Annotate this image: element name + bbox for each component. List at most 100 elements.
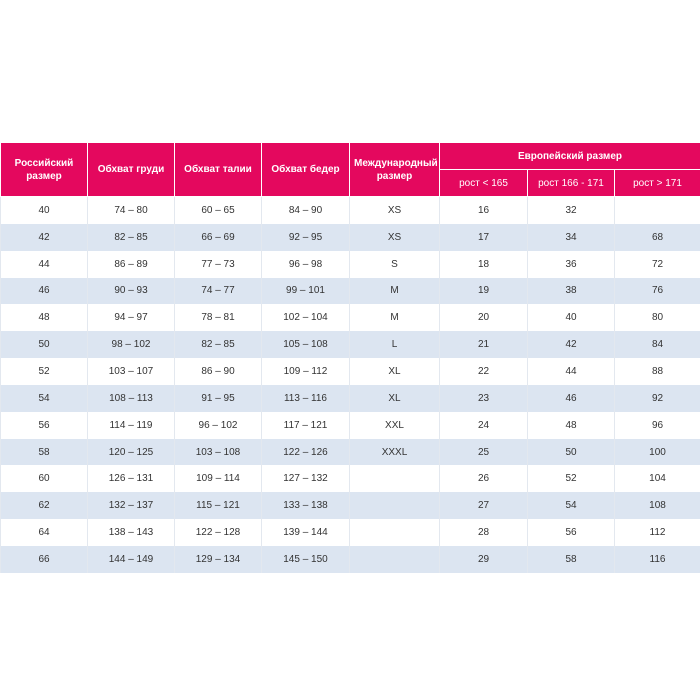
table-cell: 100 [614, 438, 700, 466]
table-cell: 66 – 69 [174, 223, 262, 251]
table-cell: 112 [614, 519, 700, 546]
table-cell: XL [349, 384, 440, 412]
table-cell [349, 465, 440, 493]
table-cell: 54 [527, 492, 615, 520]
table-cell: 42 [0, 223, 88, 251]
table-cell: 44 [0, 250, 88, 278]
table-cell: 23 [439, 384, 528, 412]
table-cell: 114 – 119 [87, 411, 175, 439]
table-cell: 122 – 128 [174, 519, 262, 546]
table-row: 40 74 – 80 60 – 65 84 – 90 XS 16 32 [0, 196, 700, 224]
table-row: 44 86 – 89 77 – 73 96 – 98 S 18 36 72 [0, 250, 700, 278]
table-cell: 28 [439, 519, 528, 546]
table-row: 52 103 – 107 86 – 90 109 – 112 XL 22 44 88 [0, 358, 700, 385]
table-cell: 27 [439, 492, 528, 520]
table-cell: 86 – 89 [87, 250, 175, 278]
table-cell: 99 – 101 [261, 277, 350, 305]
table-cell: 103 – 108 [174, 438, 262, 466]
table-cell: 26 [439, 465, 528, 493]
table-row: 56 114 – 119 96 – 102 117 – 121 XXL 24 48 96 [0, 411, 700, 439]
table-cell: 90 – 93 [87, 277, 175, 305]
table-cell: 129 – 134 [174, 545, 262, 573]
table-cell: 56 [527, 519, 615, 546]
table-cell: 36 [527, 250, 615, 278]
table-cell: 74 – 80 [87, 196, 175, 224]
table-cell: L [349, 331, 440, 359]
table-cell: 84 [614, 331, 700, 359]
table-cell: 76 [614, 277, 700, 305]
table-cell: 133 – 138 [261, 492, 350, 520]
table-cell: 66 [0, 545, 88, 573]
table-cell: 115 – 121 [174, 492, 262, 520]
table-cell: 46 [0, 277, 88, 305]
table-cell: 54 [0, 384, 88, 412]
subcolumn-header: рост 166 - 171 [527, 169, 615, 197]
table-cell: 40 [0, 196, 88, 224]
table-cell: 29 [439, 545, 528, 573]
table-cell [614, 196, 700, 224]
table-cell: 113 – 116 [261, 384, 350, 412]
table-cell: 19 [439, 277, 528, 305]
table-cell: 103 – 107 [87, 358, 175, 385]
table-row: 58 120 – 125 103 – 108 122 – 126 XXXL 25 50 100 [0, 438, 700, 466]
table-cell: 25 [439, 438, 528, 466]
table-row: 46 90 – 93 74 – 77 99 – 101 M 19 38 76 [0, 277, 700, 305]
table-cell: 96 – 98 [261, 250, 350, 278]
table-cell: XS [349, 196, 440, 224]
column-header: Международный размер [349, 142, 440, 197]
table-cell: 48 [0, 304, 88, 332]
table-cell: 58 [527, 545, 615, 573]
table-cell: 78 – 81 [174, 304, 262, 332]
table-row: 50 98 – 102 82 – 85 105 – 108 L 21 42 84 [0, 331, 700, 359]
header-row: рост < 165 рост 166 - 171 рост > 171 [1, 169, 700, 197]
subcolumn-header: рост > 171 [614, 169, 700, 197]
table-cell: 32 [527, 196, 615, 224]
table-cell: 64 [0, 519, 88, 546]
table-cell: 48 [527, 411, 615, 439]
table-cell: M [349, 277, 440, 305]
size-table-wrap: Российский размер Обхват груди Обхват та… [0, 142, 700, 573]
column-header: Обхват бедер [261, 142, 350, 197]
table-row: 54 108 – 113 91 – 95 113 – 116 XL 23 46 92 [0, 384, 700, 412]
table-cell: 117 – 121 [261, 411, 350, 439]
table-cell: 127 – 132 [261, 465, 350, 493]
table-cell [349, 519, 440, 546]
table-cell: 20 [439, 304, 528, 332]
table-row: 42 82 – 85 66 – 69 92 – 95 XS 17 34 68 [0, 223, 700, 251]
table-cell: 40 [527, 304, 615, 332]
table-cell [349, 545, 440, 573]
table-header: Российский размер Обхват груди Обхват та… [0, 142, 700, 197]
table-cell: 38 [527, 277, 615, 305]
column-header: Российский размер [0, 142, 88, 197]
table-body: 40 74 – 80 60 – 65 84 – 90 XS 16 32 42 82 – 85 66… [0, 196, 700, 573]
table-cell: 44 [527, 358, 615, 385]
table-cell: 56 [0, 411, 88, 439]
table-cell: 18 [439, 250, 528, 278]
table-cell: 116 [614, 545, 700, 573]
table-cell: 98 – 102 [87, 331, 175, 359]
table-cell: 52 [0, 358, 88, 385]
table-cell: XL [349, 358, 440, 385]
table-cell: 62 [0, 492, 88, 520]
table-cell: 82 – 85 [174, 331, 262, 359]
table-cell: S [349, 250, 440, 278]
table-cell: 52 [527, 465, 615, 493]
table-cell: 145 – 150 [261, 545, 350, 573]
table-cell: 24 [439, 411, 528, 439]
table-row: 66 144 – 149 129 – 134 145 – 150 29 58 116 [0, 545, 700, 573]
table-cell: 92 [614, 384, 700, 412]
table-cell: 86 – 90 [174, 358, 262, 385]
table-cell: 126 – 131 [87, 465, 175, 493]
table-row: 64 138 – 143 122 – 128 139 – 144 28 56 112 [0, 519, 700, 546]
table-cell: 22 [439, 358, 528, 385]
table-cell: 102 – 104 [261, 304, 350, 332]
table-row: 62 132 – 137 115 – 121 133 – 138 27 54 108 [0, 492, 700, 520]
table-cell: 46 [527, 384, 615, 412]
table-cell: 94 – 97 [87, 304, 175, 332]
table-cell: 109 – 114 [174, 465, 262, 493]
column-header: Обхват талии [174, 142, 262, 197]
table-cell: 120 – 125 [87, 438, 175, 466]
table-cell: XXXL [349, 438, 440, 466]
table-cell: 42 [527, 331, 615, 359]
